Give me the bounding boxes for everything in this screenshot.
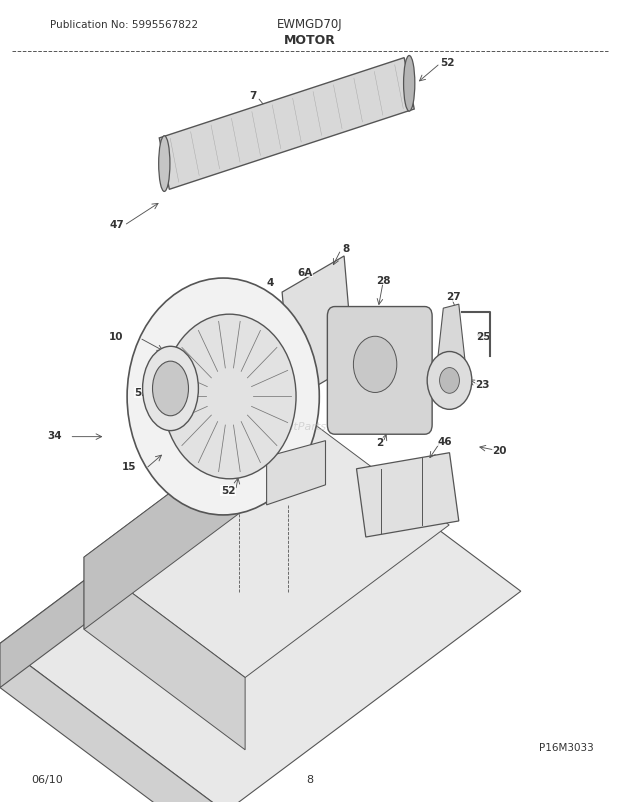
Text: 23: 23 [475,380,490,390]
Text: 7: 7 [249,91,257,101]
Polygon shape [282,257,353,401]
Text: 4: 4 [267,277,274,287]
Text: 34: 34 [47,431,62,440]
Polygon shape [84,405,288,630]
Text: 28: 28 [376,276,391,286]
Text: 8: 8 [306,774,314,784]
Polygon shape [0,423,521,802]
Text: Publication No: 5995567822: Publication No: 5995567822 [50,20,198,30]
Text: 15: 15 [122,462,136,472]
Ellipse shape [143,346,198,431]
Polygon shape [356,453,459,537]
Text: 52: 52 [440,58,455,67]
Polygon shape [434,305,468,393]
Text: 46: 46 [438,436,453,446]
Text: eReplacementParts.com: eReplacementParts.com [217,422,353,431]
Ellipse shape [127,279,319,516]
Text: 25: 25 [476,332,491,342]
Circle shape [427,352,472,410]
Text: 52: 52 [134,388,149,398]
Text: 27: 27 [446,292,461,302]
Ellipse shape [159,136,170,192]
Text: 47: 47 [109,220,124,229]
Polygon shape [0,423,295,688]
Text: 06/10: 06/10 [31,774,63,784]
Text: P16M3033: P16M3033 [539,742,594,751]
Polygon shape [84,557,245,750]
Polygon shape [0,643,226,802]
Ellipse shape [353,337,397,393]
Text: 2: 2 [357,414,365,423]
Ellipse shape [153,362,188,416]
Text: 8: 8 [342,244,350,253]
Text: 2: 2 [376,438,383,448]
Circle shape [440,368,459,394]
Text: 20: 20 [492,446,507,456]
FancyBboxPatch shape [327,307,432,435]
Text: 52: 52 [221,486,236,496]
Polygon shape [267,441,326,505]
Text: EWMGD70J: EWMGD70J [277,18,343,31]
Polygon shape [84,405,449,678]
Text: 10: 10 [109,332,124,342]
Ellipse shape [162,314,296,480]
Ellipse shape [404,56,415,112]
Text: 6A: 6A [298,268,312,277]
Text: MOTOR: MOTOR [284,34,336,47]
Polygon shape [159,59,414,190]
